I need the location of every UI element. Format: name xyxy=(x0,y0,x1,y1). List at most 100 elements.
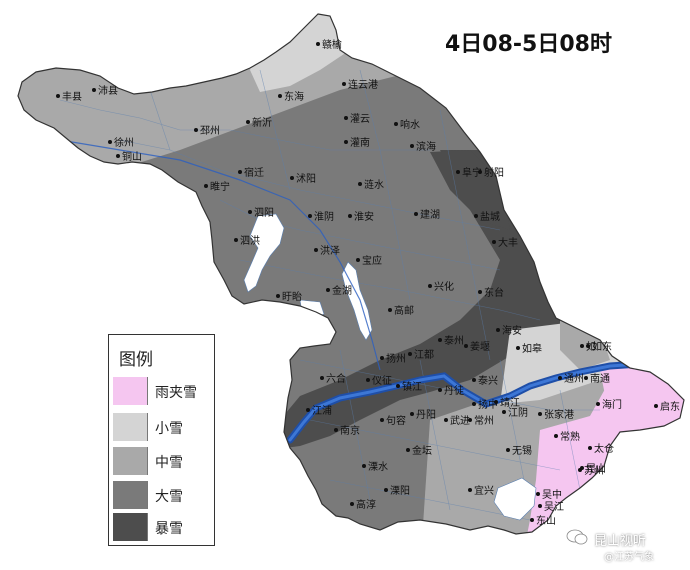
grand-canal xyxy=(59,139,381,371)
city-dot xyxy=(194,128,198,132)
legend-swatch-moderate-snow xyxy=(113,447,148,475)
city-dot xyxy=(326,288,330,292)
city-label: 滨海 xyxy=(416,140,436,153)
city-label: 大丰 xyxy=(498,236,518,249)
city-label: 建湖 xyxy=(420,208,440,221)
city-label: 盐城 xyxy=(480,210,500,223)
city-label: 扬州 xyxy=(386,352,406,365)
city-label: 如东 xyxy=(592,340,612,353)
legend-item-heavy-snow: 大雪 xyxy=(113,481,211,509)
city-dot xyxy=(502,410,506,414)
city-label: 睢宁 xyxy=(210,180,230,193)
city-dot xyxy=(580,466,584,470)
city-dot xyxy=(478,170,482,174)
city-label: 泗阳 xyxy=(254,207,274,219)
city-label: 吴江 xyxy=(544,501,564,513)
city-label: 连云港 xyxy=(348,78,378,91)
city-dot xyxy=(406,448,410,452)
legend-swatch-heavy-snow xyxy=(113,481,148,509)
city-dot xyxy=(356,258,360,262)
city-label: 丹阳 xyxy=(416,409,436,421)
city-label: 常州 xyxy=(474,414,494,427)
map-title: 4日08-5日08时 xyxy=(445,32,612,57)
city-dot xyxy=(334,428,338,432)
city-dot xyxy=(92,88,96,92)
city-dot xyxy=(384,488,388,492)
city-label: 响水 xyxy=(400,118,420,131)
province-outline xyxy=(17,13,685,535)
city-label: 洪泽 xyxy=(320,245,340,257)
city-label: 灌云 xyxy=(350,113,370,125)
city-dot xyxy=(108,140,112,144)
baima-lake xyxy=(299,299,325,319)
city-label: 江都 xyxy=(414,349,434,361)
city-dot xyxy=(414,212,418,216)
city-label: 盱眙 xyxy=(282,290,302,303)
city-label: 宝应 xyxy=(362,254,382,267)
city-dot xyxy=(584,376,588,380)
city-label: 阜宁 xyxy=(462,166,482,179)
city-label: 通州 xyxy=(564,373,584,385)
city-label: 丰县 xyxy=(62,90,82,103)
city-label: 启东 xyxy=(660,400,680,413)
city-dot xyxy=(474,214,478,218)
city-dot xyxy=(516,346,520,350)
city-label: 东海 xyxy=(284,90,304,103)
city-dot xyxy=(344,140,348,144)
city-label: 宿迁 xyxy=(244,166,264,179)
legend-item-sleet: 雨夹雪 xyxy=(113,377,211,405)
city-label: 金湖 xyxy=(332,284,352,297)
city-label: 高淳 xyxy=(356,498,376,511)
city-dot xyxy=(380,356,384,360)
city-dot xyxy=(358,182,362,186)
city-label: 兴化 xyxy=(434,280,454,293)
city-dot xyxy=(308,214,312,218)
city-dot xyxy=(388,308,392,312)
city-label: 丹徒 xyxy=(444,384,464,397)
city-label: 太仓 xyxy=(594,442,614,455)
city-label: 苏州 xyxy=(584,464,604,477)
city-label: 南京 xyxy=(340,424,360,437)
city-dot xyxy=(394,122,398,126)
city-label: 常熟 xyxy=(560,430,580,443)
city-label: 吴中 xyxy=(542,488,562,501)
city-dot xyxy=(410,144,414,148)
city-dot xyxy=(456,170,460,174)
city-label: 张家港 xyxy=(544,408,574,421)
city-dot xyxy=(478,290,482,294)
city-dot xyxy=(588,446,592,450)
city-label: 扬中 xyxy=(478,398,498,411)
legend-title: 图例 xyxy=(119,350,153,370)
city-dot xyxy=(654,404,658,408)
gaoyou-lake xyxy=(341,261,373,341)
chat-bubble-icon xyxy=(566,529,588,545)
city-label: 靖江 xyxy=(500,396,520,409)
legend: 图例 雨夹雪 小雪 中雪 大雪 暴雪 xyxy=(108,334,215,546)
city-label: 镇江 xyxy=(402,380,422,393)
city-label: 淮安 xyxy=(354,210,374,223)
city-label: 姜堰 xyxy=(470,340,490,353)
city-label: 如 xyxy=(586,340,596,353)
tai-lake xyxy=(493,477,537,521)
city-dot xyxy=(538,504,542,508)
city-dot xyxy=(396,384,400,388)
legend-item-light-snow: 小雪 xyxy=(113,413,211,441)
city-label: 灌南 xyxy=(350,136,370,149)
city-dot xyxy=(348,214,352,218)
city-dot xyxy=(204,184,208,188)
city-dot xyxy=(320,376,324,380)
city-label: 泰兴 xyxy=(478,374,498,387)
city-label: 涟水 xyxy=(364,178,384,191)
legend-item-blizzard: 暴雪 xyxy=(113,513,211,541)
legend-label-moderate-snow: 中雪 xyxy=(155,455,183,471)
city-label: 高邮 xyxy=(394,304,414,317)
city-dot xyxy=(558,376,562,380)
city-dot xyxy=(506,448,510,452)
city-label: 金坛 xyxy=(412,444,432,457)
city-dot xyxy=(234,238,238,242)
city-label: 仪征 xyxy=(372,375,392,387)
city-dot xyxy=(246,120,250,124)
legend-label-sleet: 雨夹雪 xyxy=(155,385,197,401)
city-label: 徐州 xyxy=(114,136,134,149)
city-dot xyxy=(306,408,310,412)
